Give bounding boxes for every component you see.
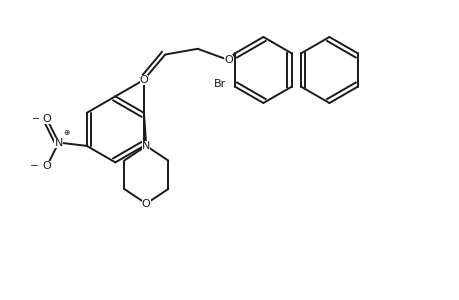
Text: O: O (139, 75, 148, 85)
Text: Br: Br (213, 79, 226, 89)
Text: O: O (43, 161, 51, 171)
Text: −: − (30, 161, 39, 171)
Text: N: N (54, 138, 63, 148)
Text: O: O (141, 199, 150, 209)
Text: ⊕: ⊕ (64, 128, 70, 137)
Text: −: − (32, 115, 39, 124)
Text: O: O (43, 115, 51, 124)
Text: O: O (224, 55, 233, 65)
Text: N: N (142, 141, 150, 151)
